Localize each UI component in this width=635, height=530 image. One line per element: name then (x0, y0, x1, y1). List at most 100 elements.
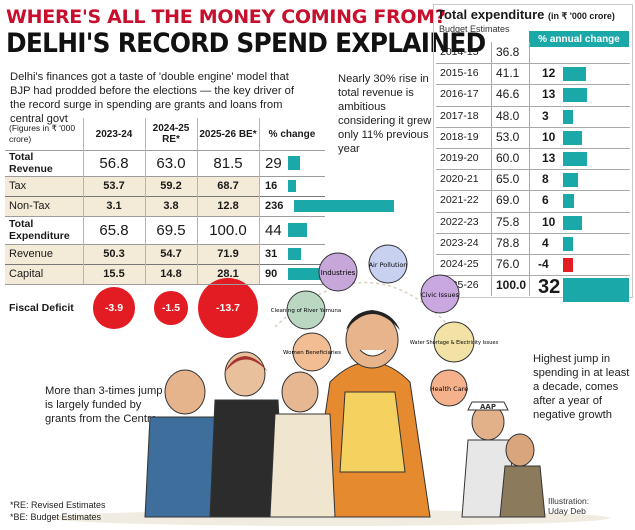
pct-value: 31 (265, 248, 278, 260)
value-2024-25: 54.7 (160, 248, 182, 260)
expenditure-value: 60.0 (496, 151, 520, 165)
table-column-rule (145, 118, 146, 284)
table-rule (5, 196, 325, 197)
grants-callout: More than 3-times jump is largely funded… (45, 385, 163, 425)
bubble-label: Women Beneficiaries (283, 350, 341, 356)
pct-change-value: 13 (542, 87, 556, 102)
pct-bar (288, 268, 327, 280)
pct-change-bar (563, 278, 629, 303)
pct-change-value: 8 (542, 172, 549, 187)
table-rule (5, 150, 325, 151)
deficit-cell: -13.7 (197, 278, 259, 338)
year-label: 2020-21 (440, 173, 479, 186)
header-col-2025-26: 2025-26 BE* (199, 128, 257, 140)
row-label: Total Revenue (9, 151, 53, 175)
revenue-callout: Nearly 30% rise in total revenue is ambi… (338, 73, 432, 155)
value-2023-24: 65.8 (99, 221, 129, 239)
chart-column-rule (491, 42, 492, 296)
value-2025-26: 100.0 (209, 221, 247, 239)
pct-change-value: 4 (542, 235, 549, 250)
chart-row-rule (436, 84, 630, 86)
value-2024-25: 14.8 (160, 268, 182, 280)
year-label: 2023-24 (440, 236, 479, 249)
year-label: 2015-16 (440, 67, 479, 80)
expenditure-subtitle: Budget Estimates (439, 24, 510, 34)
bubble-label: Water Shortage & Electricity Issues (410, 340, 499, 346)
bubble-label: Civic Issues (421, 291, 459, 299)
value-2024-25: 3.8 (163, 200, 179, 212)
pct-change-value: 32 (538, 276, 561, 299)
header-col-2024-25: 2024-25 RE* (152, 123, 190, 145)
value-2023-24: 50.3 (103, 248, 125, 260)
year-label: 2024-25 (440, 258, 479, 270)
bubble-label: Health Care (430, 385, 468, 393)
row-shading (5, 264, 259, 284)
row-label: Revenue (9, 248, 54, 260)
pct-change-cell: 29 (265, 150, 465, 176)
pct-change-value: 3 (542, 108, 549, 123)
table-rule (5, 264, 325, 265)
juggle-arc (274, 281, 471, 353)
value-2025-26: 71.9 (217, 248, 239, 260)
value-2025-26: 28.1 (217, 268, 239, 280)
pct-value: 236 (265, 200, 284, 212)
table-rule (5, 284, 325, 285)
bubble-label: Air Pollution (369, 261, 408, 269)
kicker: WHERE'S ALL THE MONEY COMING FROM? (6, 6, 446, 28)
expenditure-value: 65.0 (496, 172, 520, 187)
expenditure-value: 53.0 (496, 129, 520, 144)
header-col-change: % change (268, 128, 316, 140)
row-label: Tax (9, 180, 27, 192)
chart-row-rule (436, 211, 630, 213)
deficit-cell: -3.9 (83, 284, 145, 332)
row-label: Capital (9, 268, 44, 280)
pct-change-bar (563, 215, 582, 230)
value-2025-26: 68.7 (217, 180, 239, 192)
year-label: 2019-20 (440, 152, 479, 164)
expenditure-value: 69.0 (496, 193, 520, 208)
intro-text: Delhi's finances got a taste of 'double … (10, 71, 295, 125)
pct-change-bar (563, 236, 573, 251)
expenditure-value: 36.8 (496, 45, 520, 59)
value-2023-24: 56.8 (99, 154, 129, 172)
bubble-women: Women Beneficiaries (283, 332, 341, 372)
bubble-yamuna: Cleaning of River Yamuna (271, 290, 341, 330)
row-shading (5, 196, 259, 216)
chart-row-rule (436, 63, 630, 65)
deficit-row: Fiscal Deficit -3.9 -1.5 -13.7 (5, 278, 325, 338)
pct-value: 90 (265, 268, 278, 280)
chart-row-rule (436, 190, 630, 192)
pct-bar (294, 200, 394, 212)
pct-change-value: 12 (542, 66, 556, 81)
chart-row-rule (436, 169, 630, 171)
pct-value: 44 (265, 221, 282, 239)
year-label: 2016-17 (440, 88, 479, 101)
deficit-circle: -1.5 (154, 291, 188, 325)
left-figures (144, 351, 336, 518)
pct-change-cell: 31 (265, 244, 465, 264)
table-rule (5, 244, 325, 245)
table-row: Non-Tax 3.1 3.8 12.8 236 (5, 196, 394, 216)
finance-table: (Figures in ₹ '000 crore) 2023-24 2024-25 … (5, 118, 394, 360)
table-row: Total Expenditure 65.8 69.5 100.0 44 (5, 216, 325, 244)
expenditure-value: 46.6 (496, 87, 520, 102)
pct-change-cell: 90 (265, 264, 465, 284)
expenditure-value: 100.0 (496, 278, 527, 293)
pct-change-bar (563, 130, 582, 145)
table-rule (5, 216, 325, 217)
value-2023-24: 15.5 (103, 268, 125, 280)
value-2025-26: 12.8 (217, 200, 239, 212)
chart-row-rule (436, 254, 630, 255)
expenditure-value: 75.8 (496, 214, 520, 229)
pct-change-bar (563, 109, 573, 124)
table-rule (5, 176, 325, 177)
bubble-air: Air Pollution (368, 244, 408, 284)
deficit-circle: -3.9 (93, 287, 135, 329)
pct-bar (288, 248, 302, 260)
value-2024-25: 69.5 (156, 221, 186, 239)
expenditure-title: Total expenditure (in ₹ '000 crore) (437, 7, 615, 22)
pct-change-value: -4 (538, 257, 549, 271)
bubble-label: Industries (321, 269, 356, 277)
pct-bar (288, 223, 307, 237)
chart-row-rule (436, 232, 630, 234)
